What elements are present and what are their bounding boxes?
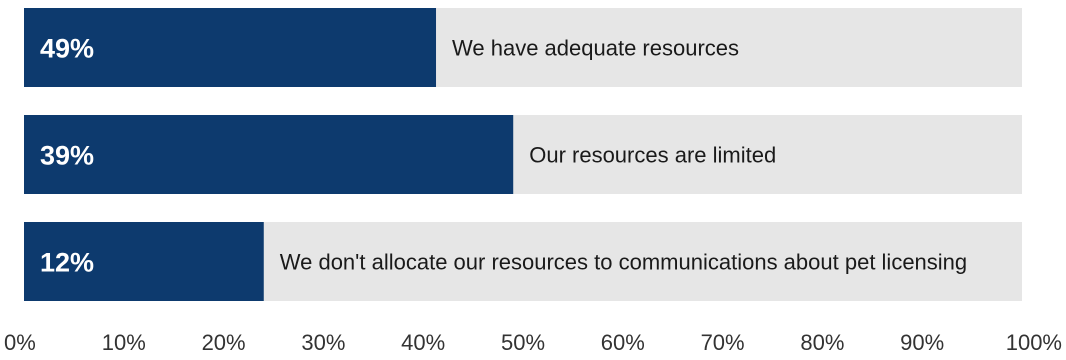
- x-tick-label: 20%: [202, 330, 246, 355]
- category-label: We have adequate resources: [452, 36, 739, 61]
- category-label: We don't allocate our resources to commu…: [280, 250, 967, 275]
- bar-group: 12% We don't allocate our resources to co…: [24, 222, 1022, 301]
- x-tick-label: 80%: [800, 330, 844, 355]
- bar-value-label: 49%: [40, 34, 94, 64]
- x-axis: 0% 10% 20% 30% 40% 50% 60% 70% 80% 90% 100%: [4, 330, 1062, 355]
- bar: [24, 8, 437, 87]
- bar-value-label: 39%: [40, 141, 94, 171]
- bar-group: 49% We have adequate resources: [24, 8, 1022, 87]
- x-tick-label: 100%: [1006, 330, 1062, 355]
- x-tick-label: 0%: [4, 330, 36, 355]
- x-tick-label: 50%: [501, 330, 545, 355]
- bar: [24, 222, 264, 301]
- x-tick-label: 40%: [401, 330, 445, 355]
- x-tick-label: 30%: [301, 330, 345, 355]
- x-tick-label: 70%: [701, 330, 745, 355]
- x-tick-label: 10%: [102, 330, 146, 355]
- category-label: Our resources are limited: [529, 143, 776, 168]
- x-tick-label: 60%: [601, 330, 645, 355]
- bar: [24, 115, 514, 194]
- bar-group: 39% Our resources are limited: [24, 115, 1022, 194]
- bar-value-label: 12%: [40, 248, 94, 278]
- x-tick-label: 90%: [900, 330, 944, 355]
